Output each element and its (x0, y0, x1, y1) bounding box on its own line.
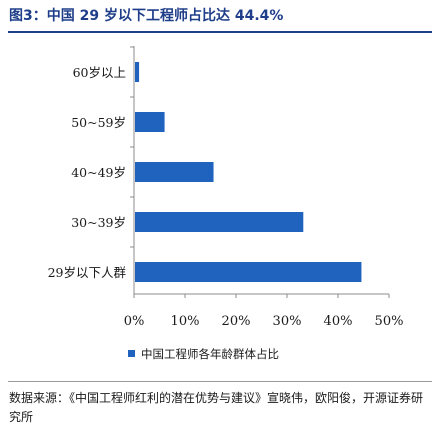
x-tick-label: 30% (273, 314, 302, 329)
chart-title: 图3：中国 29 岁以下工程师占比达 44.4% (9, 8, 284, 24)
category-label: 40~49岁 (71, 165, 126, 180)
x-tick-label: 10% (171, 314, 200, 329)
bar (135, 62, 140, 82)
category-label: 30~39岁 (71, 215, 126, 230)
x-tick-label: 40% (324, 314, 353, 329)
legend: 中国工程师各年龄群体占比 (128, 346, 279, 362)
source-note: 数据来源：《中国工程师红利的潜在优势与建议》宣晓伟，欧阳俊，开源证券研究所 (9, 391, 424, 424)
legend-label: 中国工程师各年龄群体占比 (141, 347, 279, 361)
bar (135, 212, 304, 232)
x-tick-label: 50% (375, 314, 404, 329)
category-label: 50~59岁 (71, 115, 126, 130)
source-divider (8, 381, 432, 382)
category-label: 29岁以下人群 (48, 265, 127, 280)
x-tick-label: 0% (124, 314, 145, 329)
bar (135, 162, 214, 182)
title-divider (8, 31, 432, 33)
bar-chart: 0% 10% 20% 30% 40% 50% 60岁以上 50~59岁 40~49岁 30~39岁… (48, 46, 404, 329)
category-label: 60岁以上 (73, 65, 126, 80)
bar (135, 262, 362, 282)
source-area: 数据来源：《中国工程师红利的潜在优势与建议》宣晓伟，欧阳俊，开源证券研究所 (0, 385, 441, 424)
x-tick-label: 20% (222, 314, 251, 329)
legend-swatch (128, 350, 135, 357)
bar (135, 112, 165, 132)
